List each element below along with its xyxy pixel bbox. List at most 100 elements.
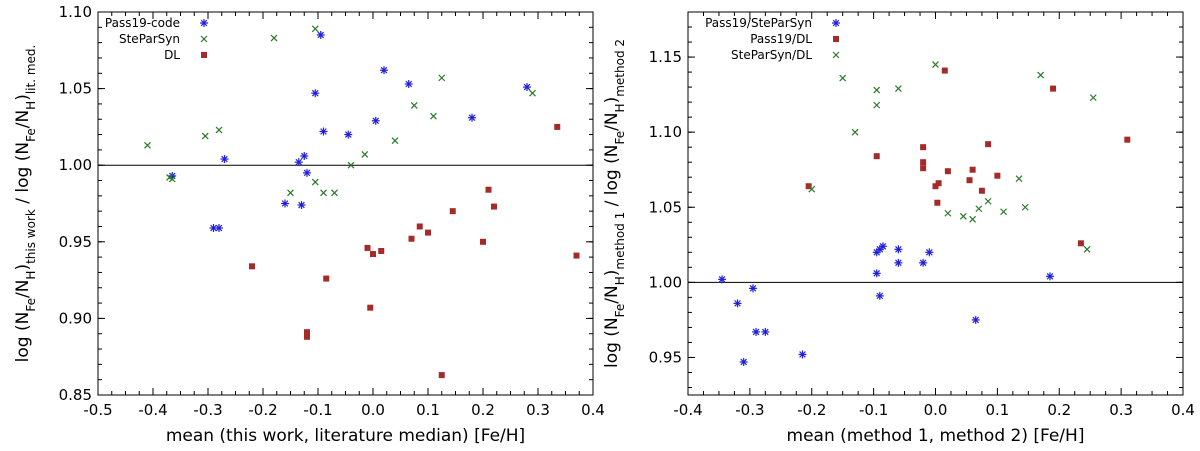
y-axis-title-part: H — [613, 103, 627, 112]
data-point — [975, 205, 983, 213]
data-point — [875, 291, 884, 300]
data-point — [920, 159, 927, 166]
legend-marker — [832, 19, 840, 27]
series-steparsyn — [144, 25, 536, 197]
data-point — [994, 172, 1001, 179]
data-point — [201, 132, 209, 140]
legend-label: Pass19/DL — [750, 32, 812, 46]
data-point — [969, 166, 976, 173]
data-point — [944, 168, 951, 175]
y-axis-title-part: H — [613, 276, 627, 285]
data-point — [935, 180, 942, 187]
data-point — [966, 177, 973, 184]
data-point — [919, 258, 928, 267]
legend: Pass19-code SteParSyn DL — [105, 16, 208, 62]
data-point — [941, 67, 948, 74]
data-point — [367, 304, 374, 311]
y-axis-title-part: H — [24, 101, 38, 110]
x-tick-label: 0.3 — [1109, 401, 1133, 419]
legend-label: Pass19-code — [105, 16, 180, 30]
data-point — [978, 187, 985, 194]
legend-marker — [833, 36, 839, 42]
data-point — [733, 299, 742, 308]
data-point — [485, 186, 492, 193]
x-tick-label: 0.1 — [985, 401, 1009, 419]
data-point — [959, 212, 967, 220]
x-tick-label: 0.0 — [924, 401, 948, 419]
x-tick-label: -0.1 — [859, 401, 888, 419]
y-axis-title-part: N — [602, 145, 622, 158]
data-point — [971, 315, 980, 324]
data-point — [316, 30, 325, 39]
series-pass19-steparsyn — [718, 242, 1054, 366]
data-point — [311, 25, 319, 33]
data-point — [1000, 208, 1007, 216]
data-point — [873, 101, 881, 109]
data-point — [378, 247, 385, 254]
x-tick-label: 0.1 — [416, 401, 440, 419]
data-point — [215, 126, 223, 134]
data-point — [371, 116, 380, 125]
data-point — [748, 284, 757, 293]
x-tick-label: 0.2 — [1047, 401, 1071, 419]
x-tick-label: -0.2 — [248, 401, 277, 419]
legend-marker — [200, 19, 208, 27]
data-point — [331, 189, 338, 197]
data-point — [320, 189, 327, 197]
data-point — [311, 178, 319, 186]
y-axis-title-part: Fe — [613, 304, 627, 318]
data-point — [718, 275, 727, 284]
data-point — [491, 203, 497, 210]
data-point — [529, 89, 536, 97]
data-point — [270, 34, 278, 42]
y-axis-title-part: H — [24, 271, 38, 280]
data-point — [249, 263, 255, 270]
data-point — [894, 85, 902, 93]
data-point — [925, 248, 934, 257]
y-axis-title-part: this work — [24, 209, 38, 264]
data-point — [969, 215, 977, 223]
data-point — [761, 327, 770, 336]
data-point — [408, 235, 415, 242]
legend-label: SteParSyn/DL — [731, 48, 812, 62]
data-point — [1037, 71, 1045, 79]
data-point — [344, 130, 353, 139]
data-point — [851, 128, 859, 136]
data-point — [300, 152, 309, 161]
y-axis-title-part: lit. med. — [24, 45, 38, 95]
y-axis-title-part: Fe — [613, 131, 627, 145]
data-point — [215, 224, 223, 233]
x-tick-label: 0.4 — [1171, 401, 1195, 419]
data-point — [1015, 175, 1023, 183]
series-pass19-code — [168, 30, 531, 233]
data-point — [554, 123, 561, 130]
data-point — [449, 208, 456, 215]
data-point — [1083, 245, 1091, 253]
legend-label: SteParSyn — [119, 32, 180, 46]
data-point — [370, 251, 376, 258]
x-tick-label: 0.2 — [471, 401, 495, 419]
x-tick-label: -0.1 — [303, 401, 332, 419]
data-point — [287, 189, 294, 197]
y-axis-title-part: method 1 — [613, 212, 627, 270]
y-axis-title-part: N — [602, 317, 622, 330]
data-point — [297, 201, 306, 210]
y-axis-title: log (NFe/NH)this work / log (NFe/NH)lit.… — [13, 45, 38, 363]
data-point — [798, 350, 807, 359]
y-axis-title-part: N — [602, 285, 622, 298]
y-tick-label: 0.90 — [59, 309, 92, 327]
x-tick-label: -0.4 — [138, 401, 167, 419]
data-point — [1045, 272, 1054, 281]
data-point — [1021, 203, 1029, 211]
legend-marker — [201, 52, 207, 58]
data-point — [808, 185, 816, 193]
x-tick-label: 0.0 — [361, 401, 385, 419]
series-pass19-dl — [805, 67, 1131, 247]
series-steparsyn-dl — [808, 61, 1097, 253]
x-tick-label: 0.4 — [581, 401, 605, 419]
y-axis-title-part: log — [13, 167, 33, 193]
data-point — [739, 357, 748, 366]
data-point — [438, 74, 446, 82]
y-tick-label: 1.10 — [649, 123, 682, 141]
